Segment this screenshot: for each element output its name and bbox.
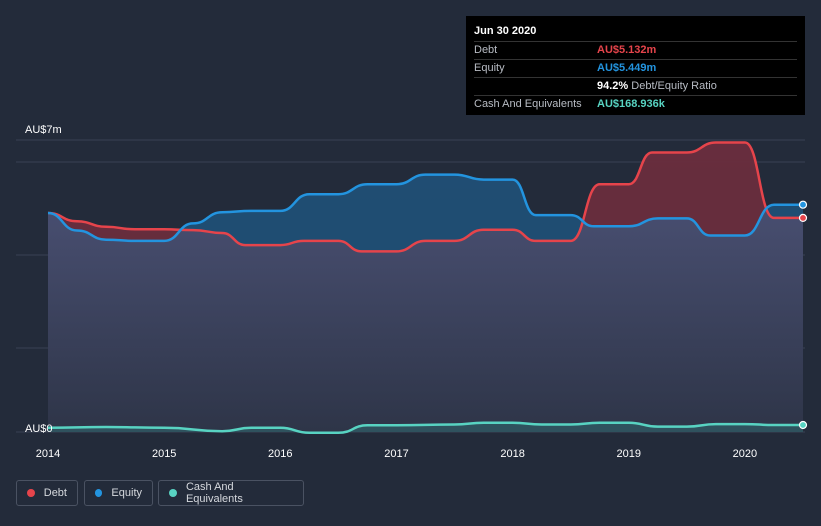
x-tick-label-2015: 2015 (152, 448, 176, 460)
equity-line (47, 173, 803, 243)
tooltip-row-cash: Cash And Equivalents AU$168.936k (474, 96, 797, 113)
y-axis-label-bottom: AU$0 (25, 423, 53, 435)
cash-end-marker (798, 420, 808, 430)
tooltip-row-equity: Equity AU$5.449m (474, 60, 797, 78)
tooltip-debt-value: AU$5.132m (597, 44, 657, 56)
tooltip-debt-label: Debt (474, 44, 498, 56)
equity-legend-dot-icon (95, 489, 103, 497)
x-tick-label-2016: 2016 (268, 448, 292, 460)
x-tick-label-2019: 2019 (617, 448, 641, 460)
cash-line (47, 421, 803, 435)
y-axis-label-top: AU$7m (25, 124, 62, 136)
x-tick-label-2017: 2017 (384, 448, 408, 460)
legend-debt-label: Debt (43, 487, 67, 499)
tooltip-row-debt: Debt AU$5.132m (474, 42, 797, 60)
x-axis-ticks: 2014 2015 2016 2017 2018 2019 2020 (36, 448, 757, 460)
x-tick-label-2018: 2018 (500, 448, 524, 460)
legend-equity-label: Equity (111, 487, 142, 499)
equity-end-marker (798, 200, 808, 209)
tooltip-date: Jun 30 2020 (474, 24, 797, 42)
series-areas (48, 142, 803, 433)
legend-item-cash[interactable]: Cash And Equivalents (158, 480, 304, 506)
tooltip-row-ratio: 94.2% Debt/Equity Ratio (474, 78, 797, 96)
x-tick-label-2020: 2020 (733, 448, 757, 460)
tooltip-equity-value: AU$5.449m (597, 62, 657, 74)
legend-item-debt[interactable]: Debt (16, 480, 78, 506)
tooltip-cash-value: AU$168.936k (597, 98, 665, 110)
series-end-markers (798, 200, 808, 430)
tooltip-ratio-label: Debt/Equity Ratio (631, 80, 717, 92)
tooltip-panel: Jun 30 2020 Debt AU$5.132m Equity AU$5.4… (466, 16, 805, 115)
cash-legend-dot-icon (169, 489, 177, 497)
debt-line (47, 141, 803, 253)
tooltip-equity-label: Equity (474, 62, 505, 74)
tooltip-ratio-value: 94.2% (597, 80, 629, 92)
series-lines (47, 141, 803, 435)
legend-cash-label: Cash And Equivalents (185, 481, 243, 505)
tooltip-cash-label: Cash And Equivalents (474, 98, 582, 110)
legend-item-equity[interactable]: Equity (84, 480, 153, 506)
x-tick-label-2014: 2014 (36, 448, 60, 460)
debt-legend-dot-icon (27, 489, 35, 497)
debt-end-marker (798, 213, 808, 222)
